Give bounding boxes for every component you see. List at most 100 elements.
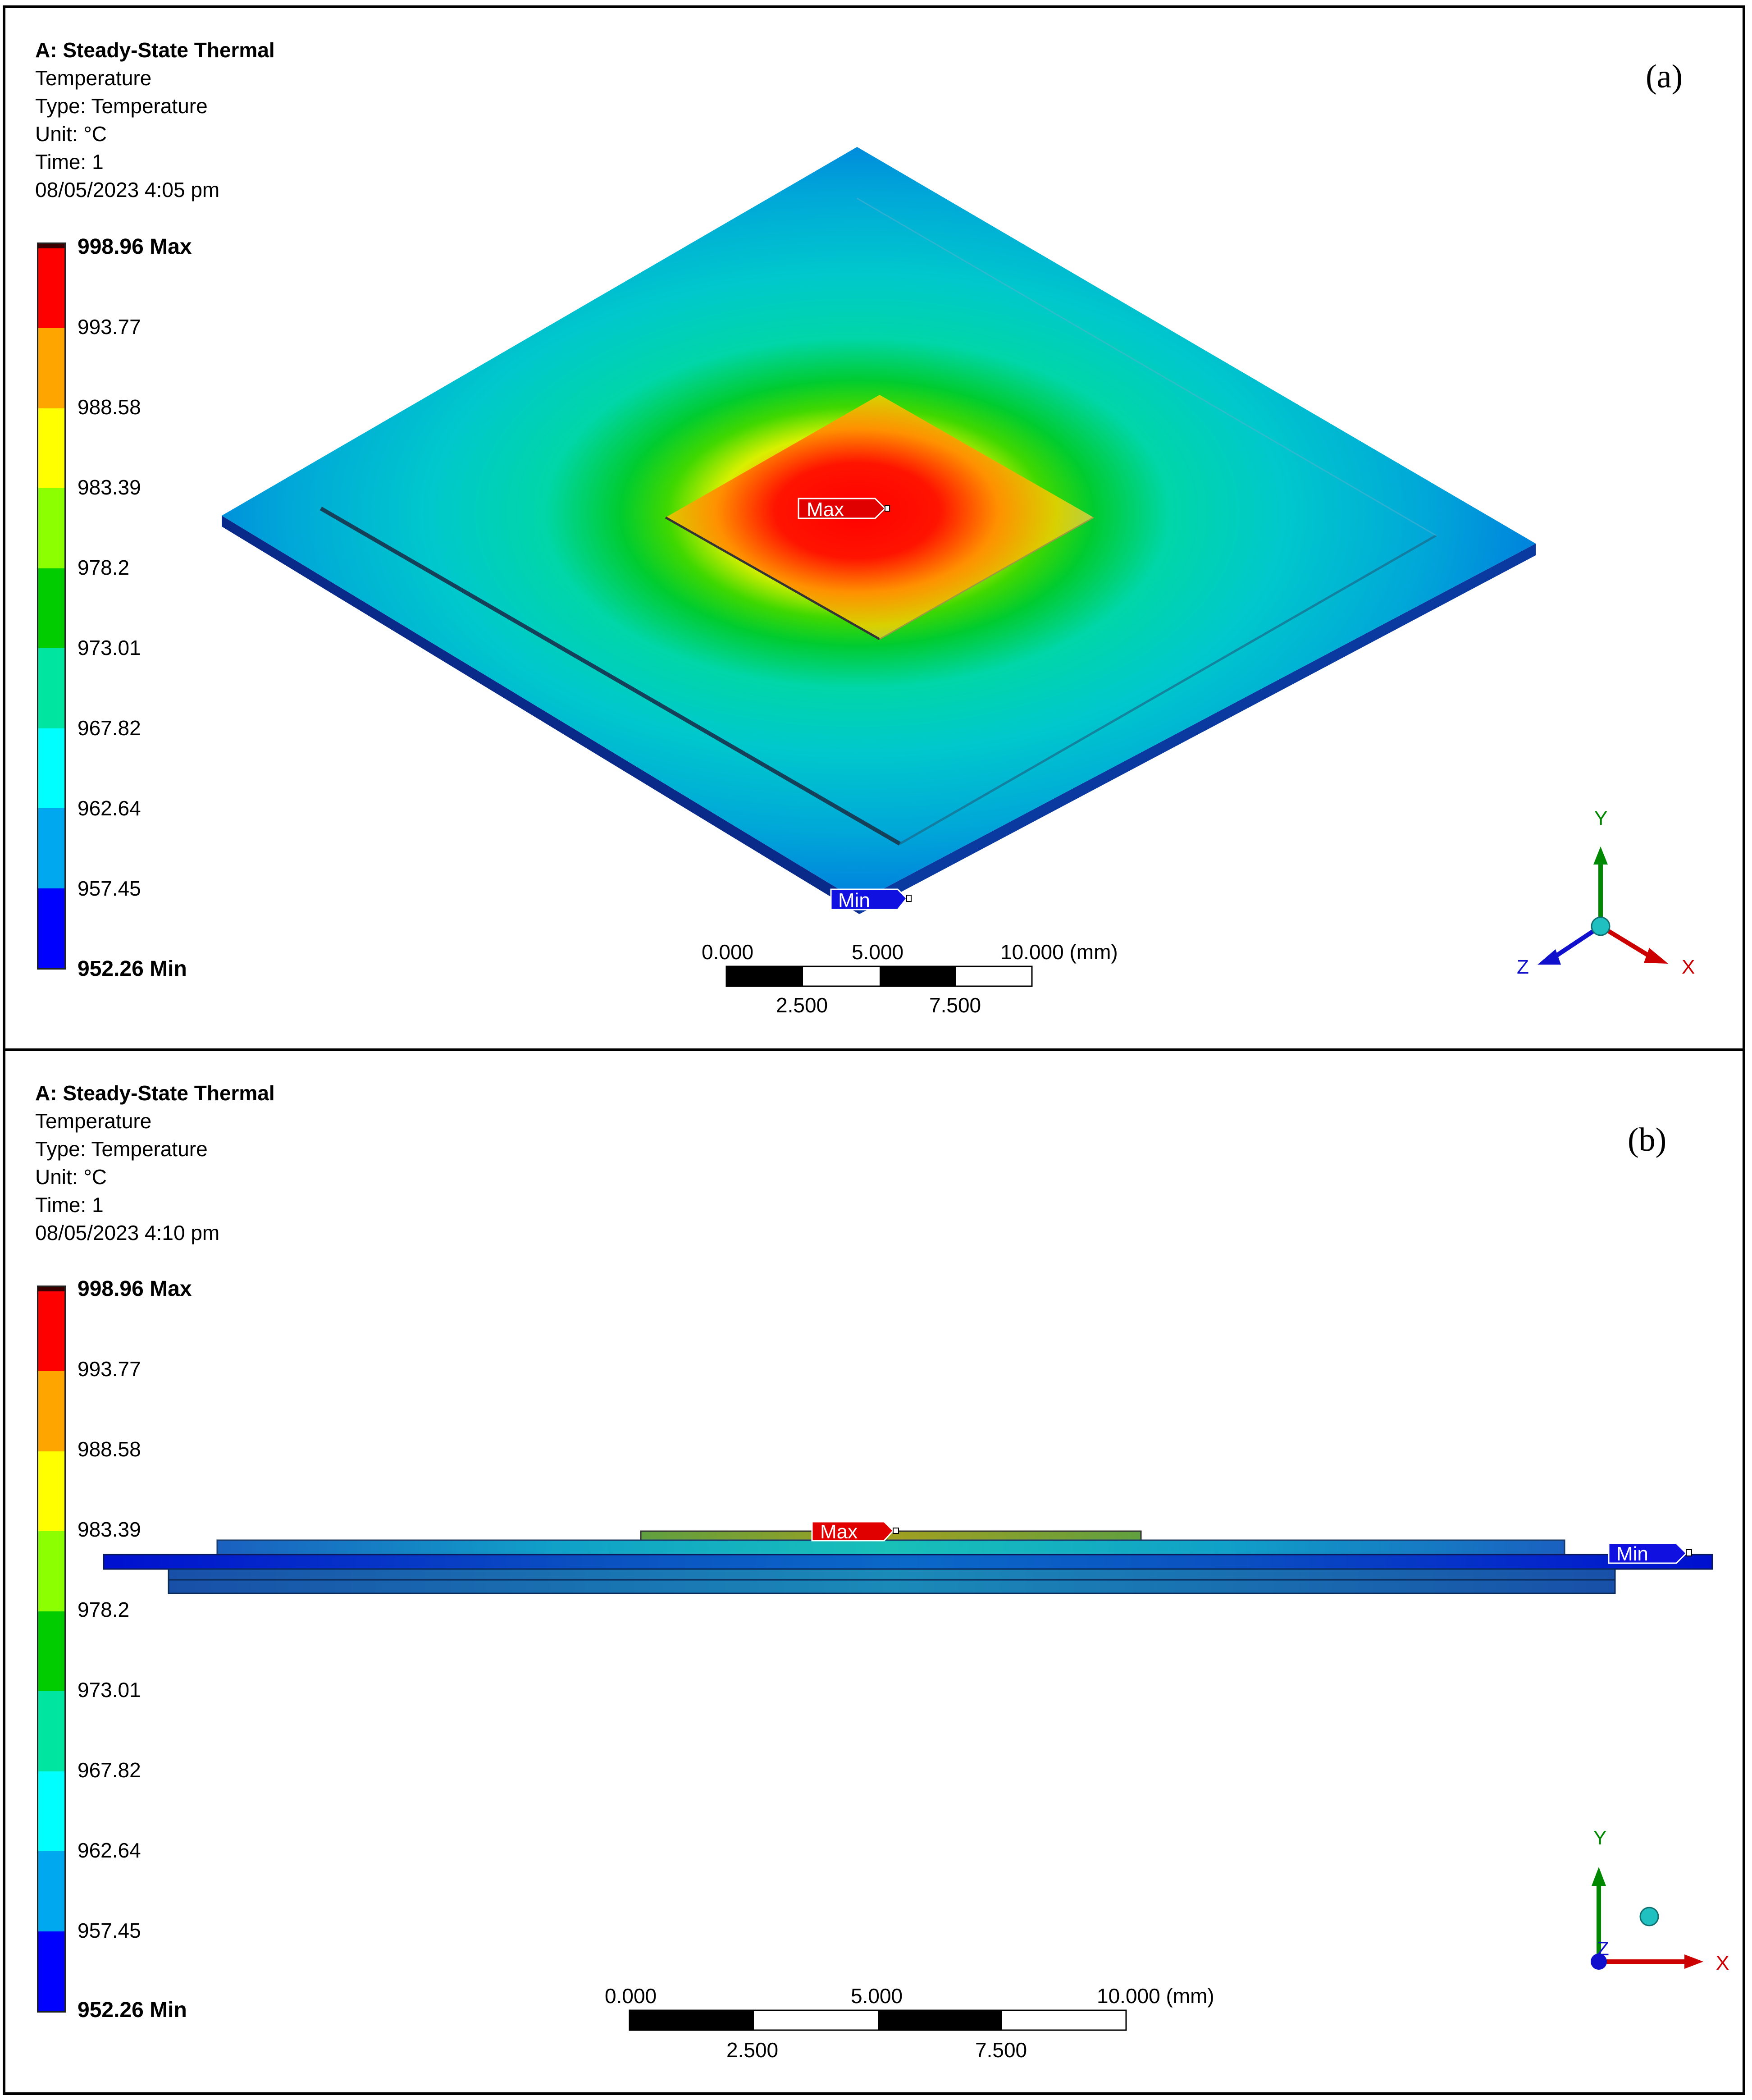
result-type: Type: Temperature [35, 1137, 208, 1161]
axis-triad[interactable]: Y X Z [1591, 1827, 1729, 1974]
result-unit: Unit: °C [35, 122, 107, 146]
legend-band [38, 808, 64, 888]
result-info: A: Steady-State Thermal Temperature Type… [35, 1079, 275, 1247]
plate-step-edge [319, 507, 901, 846]
top-layer [216, 1539, 1565, 1556]
legend-max-label: 998.96 Max [78, 1277, 192, 1301]
result-time: Time: 1 [35, 1193, 104, 1217]
result-type: Type: Temperature [35, 94, 208, 118]
result-info: A: Steady-State Thermal Temperature Type… [35, 36, 275, 204]
scale-label: 5.000 [852, 940, 903, 964]
axis-y-label: Y [1594, 807, 1607, 829]
legend-band [38, 1371, 64, 1451]
legend-label: 973.01 [78, 1678, 141, 1702]
legend-band [38, 568, 64, 649]
max-probe-tag[interactable]: Max [798, 498, 890, 521]
scale-label: 10.000 (mm) [1097, 1984, 1214, 2008]
plate-side-left [222, 516, 859, 914]
legend-band [38, 1451, 64, 1532]
legend-band [38, 888, 64, 968]
axis-z-label: Z [1517, 956, 1529, 978]
legend-band [38, 1691, 64, 1771]
scale-bar: 0.000 5.000 10.000 (mm) 2.500 7.500 [605, 1984, 1214, 2062]
heater-edge [665, 516, 881, 641]
analysis-title: A: Steady-State Thermal [35, 38, 275, 62]
max-tag-label: Max [807, 499, 844, 521]
min-tag-label: Min [1616, 1543, 1648, 1565]
heater-edge [879, 517, 1094, 640]
legend-label: 967.82 [78, 716, 141, 740]
legend-band [38, 1611, 64, 1692]
legend-band [38, 1931, 64, 2011]
scale-label: 7.500 [975, 2038, 1027, 2062]
scale-label: 0.000 [702, 940, 753, 964]
axis-y-label: Y [1593, 1827, 1606, 1849]
legend-max-label: 998.96 Max [78, 235, 192, 259]
legend-cap [38, 1287, 64, 1291]
legend-label: 957.45 [78, 1919, 141, 1942]
panel-label: (b) [1628, 1121, 1667, 1158]
color-legend[interactable] [37, 242, 66, 970]
color-legend[interactable] [37, 1286, 66, 2013]
axis-x-label: X [1682, 956, 1695, 978]
legend-label: 973.01 [78, 636, 141, 659]
legend-band [38, 328, 64, 408]
analysis-title: A: Steady-State Thermal [35, 1081, 275, 1105]
scale-label: 2.500 [776, 993, 828, 1017]
legend-band [38, 248, 64, 329]
legend-band [38, 1771, 64, 1852]
scale-label: 7.500 [929, 993, 981, 1017]
scale-bar: 0.000 5.000 10.000 (mm) 2.500 7.500 [702, 940, 1118, 1017]
axis-z-label: Z [1597, 1938, 1609, 1960]
legend-label: 962.64 [78, 796, 141, 820]
legend-cap [38, 244, 64, 248]
result-unit: Unit: °C [35, 1165, 107, 1189]
viewport-panel-b: A: Steady-State Thermal Temperature Type… [3, 1048, 1745, 2095]
substrate-layer [103, 1554, 1713, 1570]
min-probe-tag[interactable]: Min [1608, 1542, 1692, 1565]
legend-band [38, 1851, 64, 1931]
result-time: Time: 1 [35, 150, 104, 174]
legend-band [38, 728, 64, 809]
viewport-panel-a: A: Steady-State Thermal Temperature Type… [3, 5, 1745, 1054]
legend-band [38, 408, 64, 489]
legend-label: 993.77 [78, 315, 141, 339]
scale-label: 5.000 [851, 1984, 903, 2008]
scale-label: 0.000 [605, 1984, 657, 2008]
result-date: 08/05/2023 4:10 pm [35, 1221, 220, 1244]
legend-band [38, 1291, 64, 1372]
model-view[interactable]: Max Min 0.000 5.000 10.000 (mm) 2.500 7.… [5, 8, 1743, 1051]
legend-min-label: 952.26 Min [78, 1998, 187, 2022]
legend-min-label: 952.26 Min [78, 957, 187, 981]
min-probe-tag[interactable]: Min [830, 888, 912, 911]
plate-step-edge [899, 534, 1437, 845]
legend-label: 983.39 [78, 476, 141, 499]
axis-x-label: X [1716, 1952, 1729, 1974]
bottom-layer-2 [168, 1579, 1616, 1594]
result-date: 08/05/2023 4:05 pm [35, 178, 220, 201]
legend-band [38, 1531, 64, 1611]
plate-side-right [859, 544, 1536, 914]
legend-label: 978.2 [78, 556, 130, 579]
legend-label: 962.64 [78, 1839, 141, 1862]
max-probe-tag[interactable]: Max [811, 1521, 899, 1543]
result-name: Temperature [35, 66, 152, 90]
legend-label: 983.39 [78, 1518, 141, 1541]
legend-label: 967.82 [78, 1758, 141, 1782]
max-tag-label: Max [820, 1521, 858, 1543]
scale-label: 10.000 (mm) [1000, 940, 1118, 964]
axis-triad[interactable]: Y X Z [1517, 807, 1695, 978]
panel-label: (a) [1646, 58, 1683, 95]
plate-step-edge [857, 197, 1437, 536]
scale-label: 2.500 [726, 2038, 778, 2062]
legend-band [38, 488, 64, 568]
legend-label: 988.58 [78, 395, 141, 419]
min-tag-label: Min [838, 889, 870, 911]
legend-label: 978.2 [78, 1598, 130, 1621]
legend-label: 993.77 [78, 1357, 141, 1381]
result-name: Temperature [35, 1109, 152, 1133]
legend-label: 988.58 [78, 1437, 141, 1461]
bottom-layer-1 [168, 1568, 1616, 1581]
legend-label: 957.45 [78, 877, 141, 900]
model-view[interactable]: Max Min 0.000 5.000 10.000 (mm) 2.500 7.… [5, 1051, 1743, 2092]
